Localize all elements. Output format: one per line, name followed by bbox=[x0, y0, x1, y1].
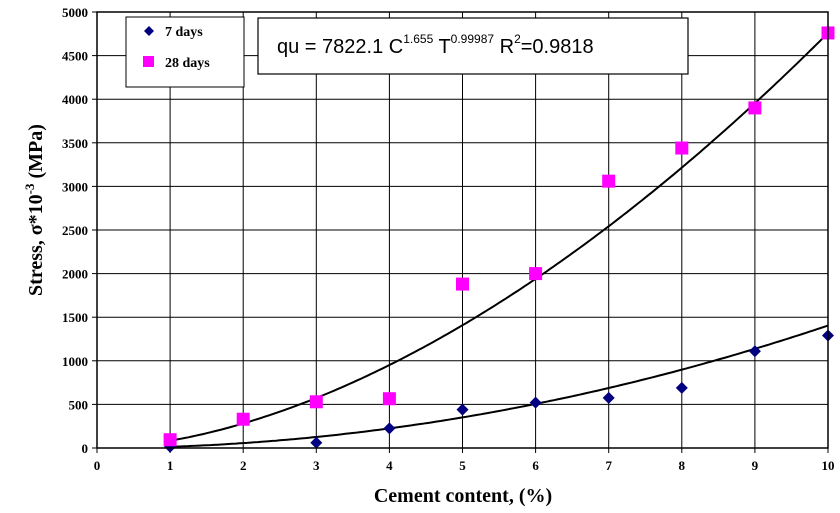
equation-prefix: qu = 7822.1 C bbox=[277, 36, 403, 58]
equation-exp-c: 1.655 bbox=[403, 32, 433, 46]
legend-label-28-days: 28 days bbox=[165, 56, 210, 71]
y-tick-label: 2000 bbox=[62, 267, 88, 282]
point-7-days bbox=[456, 403, 469, 416]
y-tick-label: 3000 bbox=[62, 179, 88, 194]
point-28-days bbox=[529, 267, 543, 281]
point-28-days bbox=[602, 174, 616, 188]
legend-marker-28-days bbox=[143, 56, 154, 67]
point-28-days bbox=[382, 392, 396, 406]
x-tick-label: 4 bbox=[386, 458, 393, 473]
x-tick-label: 8 bbox=[679, 458, 686, 473]
equation-exp-t: 0.99987 bbox=[451, 32, 495, 46]
y-tick-label: 0 bbox=[82, 441, 89, 456]
point-7-days bbox=[529, 396, 542, 409]
x-tick-label: 10 bbox=[822, 458, 835, 473]
equation-t: T bbox=[433, 36, 450, 58]
y-tick-label: 4500 bbox=[62, 49, 88, 64]
point-28-days bbox=[236, 412, 250, 426]
legend-box bbox=[125, 16, 245, 88]
x-axis-title: Cement content, (%) bbox=[374, 485, 552, 507]
point-28-days bbox=[163, 433, 177, 447]
trendlines bbox=[169, 32, 829, 448]
equation-exp-r: 2 bbox=[514, 32, 521, 46]
point-7-days bbox=[383, 422, 396, 435]
point-7-days bbox=[675, 381, 688, 394]
equation-r2-value: =0.9818 bbox=[521, 36, 594, 58]
x-tick-label: 9 bbox=[752, 458, 759, 473]
legend-marker-7-days bbox=[144, 26, 154, 36]
x-tick-label: 1 bbox=[167, 458, 174, 473]
x-tick-label: 2 bbox=[240, 458, 247, 473]
x-tick-label: 0 bbox=[94, 458, 101, 473]
equation-text: qu = 7822.1 C1.655 T0.99987 R2=0.9818 bbox=[277, 32, 594, 58]
x-tick-label: 7 bbox=[605, 458, 612, 473]
point-28-days bbox=[748, 101, 762, 115]
legend-label-7-days: 7 days bbox=[165, 25, 203, 40]
y-tick-label: 500 bbox=[69, 397, 89, 412]
x-tick-label: 6 bbox=[532, 458, 539, 473]
y-tick-label: 1500 bbox=[62, 310, 88, 325]
trendline-28-days bbox=[169, 32, 829, 442]
point-28-days bbox=[456, 277, 469, 291]
y-axis-title-exponent: -3 bbox=[22, 183, 37, 194]
x-tick-label: 5 bbox=[459, 458, 466, 473]
point-7-days bbox=[310, 436, 323, 449]
y-axis-title-main: Stress, σ*10 bbox=[25, 194, 47, 296]
point-7-days bbox=[748, 345, 761, 358]
y-axis-title-unit: (MPa) bbox=[25, 124, 47, 183]
y-tick-label: 2500 bbox=[62, 223, 88, 238]
point-28-days bbox=[675, 141, 689, 155]
point-28-days bbox=[309, 395, 323, 409]
equation-frame bbox=[257, 17, 689, 75]
y-tick-label: 1000 bbox=[62, 354, 88, 369]
equation-r: R bbox=[494, 36, 514, 58]
data-points bbox=[163, 26, 835, 453]
grid-lines bbox=[92, 11, 829, 453]
legend: 7 days 28 days bbox=[125, 16, 245, 88]
tick-labels: 0 1 2 3 4 5 6 7 8 9 10 0 500 1000 1500 2000 2500 3000 3500… bbox=[62, 5, 835, 473]
equation-box: qu = 7822.1 C1.655 T0.99987 R2=0.9818 bbox=[257, 17, 689, 75]
point-7-days bbox=[602, 391, 615, 404]
y-axis-title: Stress, σ*10-3 (MPa) bbox=[22, 124, 47, 296]
y-tick-label: 5000 bbox=[62, 5, 88, 20]
y-tick-label: 3500 bbox=[62, 136, 88, 151]
trendline-7-days bbox=[170, 324, 829, 448]
plot-area-border bbox=[96, 11, 829, 449]
x-tick-label: 3 bbox=[313, 458, 320, 473]
y-tick-label: 4000 bbox=[62, 92, 88, 107]
